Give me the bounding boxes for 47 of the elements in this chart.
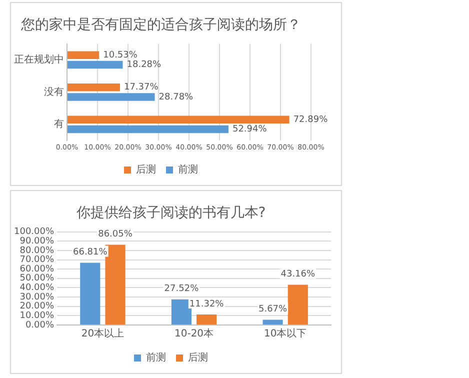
legend-label: 前测 <box>146 352 166 364</box>
data-label: 28.78% <box>158 92 194 102</box>
data-label: 66.81% <box>72 248 108 258</box>
bar <box>68 125 228 134</box>
y-tick-label: 10.00% <box>20 311 54 322</box>
chart-title: 你提供给孩子阅读的书有几本? <box>75 205 266 222</box>
bar <box>105 244 126 324</box>
bar <box>80 262 100 324</box>
y-tick-label: 0.00% <box>25 320 54 330</box>
legend-label: 后测 <box>188 352 208 364</box>
bar <box>68 51 100 59</box>
data-label: 52.94% <box>232 124 268 135</box>
data-label: 10.53% <box>103 50 138 60</box>
x-tick-label: 10-20本 <box>174 328 214 340</box>
bar <box>68 83 120 92</box>
y-tick-label: 40.00% <box>20 283 54 294</box>
bar <box>171 299 192 324</box>
legend-label: 前测 <box>178 164 198 176</box>
y-tick-label: 20.00% <box>20 302 54 312</box>
y-tick-label: 有 <box>54 118 64 130</box>
x-tick-label: 20本以上 <box>81 328 124 340</box>
data-label: 5.67% <box>258 304 288 315</box>
y-tick-label: 正在规划中 <box>14 54 64 66</box>
y-tick-label: 70.00% <box>20 255 54 266</box>
data-label: 27.52% <box>164 284 200 294</box>
bar <box>68 93 155 101</box>
bar <box>288 284 308 324</box>
x-tick-label: 10本以下 <box>264 328 307 340</box>
legend-label: 后测 <box>136 164 156 176</box>
y-tick-label: 60.00% <box>20 264 54 274</box>
chart-title: 您的家中是否有固定的适合孩子阅读的场所？ <box>20 17 301 34</box>
data-label: 17.37% <box>124 82 159 93</box>
y-tick-label: 80.00% <box>20 246 54 256</box>
y-tick-label: 90.00% <box>20 236 54 246</box>
y-tick-label: 100.00% <box>14 227 54 238</box>
data-label: 86.05% <box>98 230 133 240</box>
bar <box>196 314 217 324</box>
data-label: 18.28% <box>126 60 162 70</box>
data-label: 43.16% <box>280 270 316 280</box>
bar <box>68 60 123 69</box>
y-tick-label: 没有 <box>44 86 64 98</box>
bar <box>262 320 283 324</box>
data-label: 11.32% <box>189 299 224 310</box>
y-tick-label: 30.00% <box>20 292 54 302</box>
y-tick-label: 50.00% <box>20 274 54 284</box>
data-label: 72.89% <box>293 114 328 125</box>
bar <box>68 116 290 124</box>
